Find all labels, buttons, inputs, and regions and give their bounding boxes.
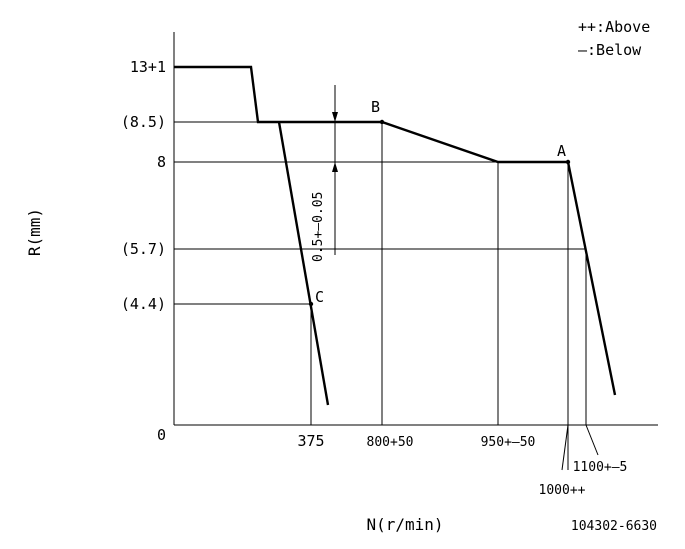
legend-below: —:Below (578, 41, 642, 59)
y-tick-13-1: 13+1 (130, 58, 166, 76)
point-c-marker (308, 301, 314, 307)
x-tick-950: 950+—50 (481, 435, 536, 450)
point-c-label: C (315, 288, 324, 306)
x-tick-1000: 1000++ (539, 483, 586, 498)
point-b-marker (379, 119, 385, 125)
dimension-arrow-down (332, 112, 338, 122)
leader-1000 (561, 424, 569, 471)
y-tick-4-4: (4.4) (121, 295, 166, 313)
x-tick-375: 375 (297, 432, 324, 450)
x-axis-title: N(r/min) (366, 515, 443, 534)
idle-curve (277, 121, 330, 406)
y-tick-8: 8 (157, 153, 166, 171)
drawing-number: 104302-6630 (571, 519, 657, 534)
dimension-label: 0.5+—0.05 (311, 192, 326, 262)
legend-above: ++:Above (578, 18, 650, 36)
point-a-label: A (557, 142, 566, 160)
y-tick-5-7: (5.7) (121, 240, 166, 258)
leader-1100 (585, 424, 599, 456)
y-tick-0: 0 (157, 426, 166, 444)
y-axis-title: R(mm) (25, 208, 44, 256)
y-tick-8-5: (8.5) (121, 113, 166, 131)
x-tick-800: 800+50 (367, 435, 414, 450)
point-b-label: B (371, 98, 380, 116)
point-a-marker (565, 159, 571, 165)
dimension-arrow-up (332, 162, 338, 172)
characteristic-curve (174, 65, 617, 396)
x-tick-1100: 1100+—5 (573, 460, 628, 475)
